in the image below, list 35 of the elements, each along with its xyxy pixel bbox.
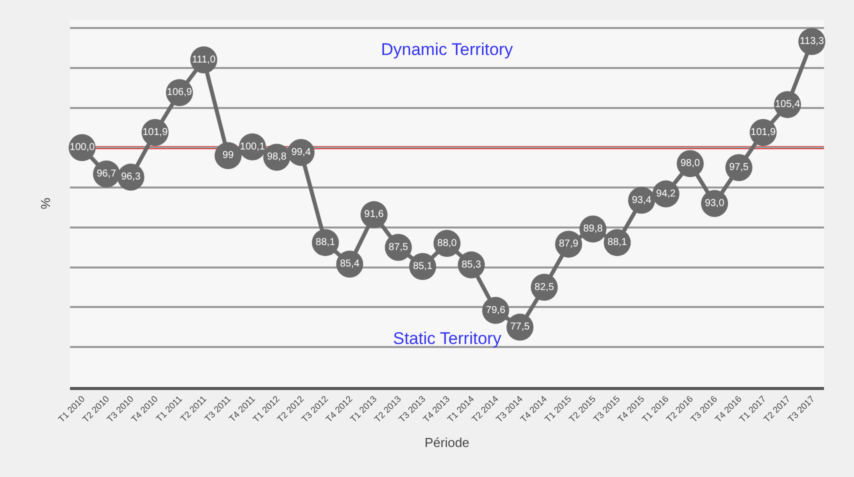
- y-axis-title: %: [38, 197, 53, 210]
- data-label: 105,4: [775, 99, 800, 110]
- data-label: 85,4: [340, 258, 360, 270]
- annotation: Static Territory: [393, 329, 502, 348]
- data-label: 99,4: [291, 146, 312, 158]
- data-label: 98,0: [680, 158, 700, 170]
- data-label: 88,1: [316, 237, 336, 248]
- data-label: 106,9: [166, 87, 192, 98]
- data-label: 113,3: [800, 36, 824, 48]
- data-label: 87,9: [558, 238, 579, 250]
- data-label: 89,8: [583, 224, 604, 235]
- data-label: 93,0: [704, 198, 725, 209]
- data-label: 87,5: [388, 242, 409, 253]
- data-label: 91,6: [364, 209, 384, 220]
- data-label: 111,0: [192, 54, 216, 66]
- data-label: 98,8: [267, 152, 287, 163]
- data-label: 85,1: [412, 261, 433, 272]
- data-label: 88,0: [437, 238, 458, 249]
- data-label: 96,3: [121, 172, 141, 183]
- data-label: 88,1: [608, 237, 628, 248]
- data-label: 82,5: [534, 282, 554, 293]
- annotation: Dynamic Territory: [381, 40, 514, 59]
- data-label: 94,2: [656, 188, 676, 200]
- data-label: 100,0: [70, 142, 96, 154]
- data-label: 96,7: [96, 168, 117, 180]
- data-label: 99: [222, 150, 234, 162]
- data-label: 101,9: [750, 126, 776, 138]
- data-label: 101,9: [142, 126, 168, 138]
- data-label: 77,5: [510, 322, 530, 333]
- data-label: 97,5: [729, 162, 750, 174]
- data-label: 100,1: [240, 141, 266, 152]
- x-axis-title: Période: [424, 434, 470, 450]
- data-label: 85,3: [462, 259, 482, 270]
- data-label: 79,6: [486, 304, 506, 316]
- data-label: 93,4: [632, 194, 652, 206]
